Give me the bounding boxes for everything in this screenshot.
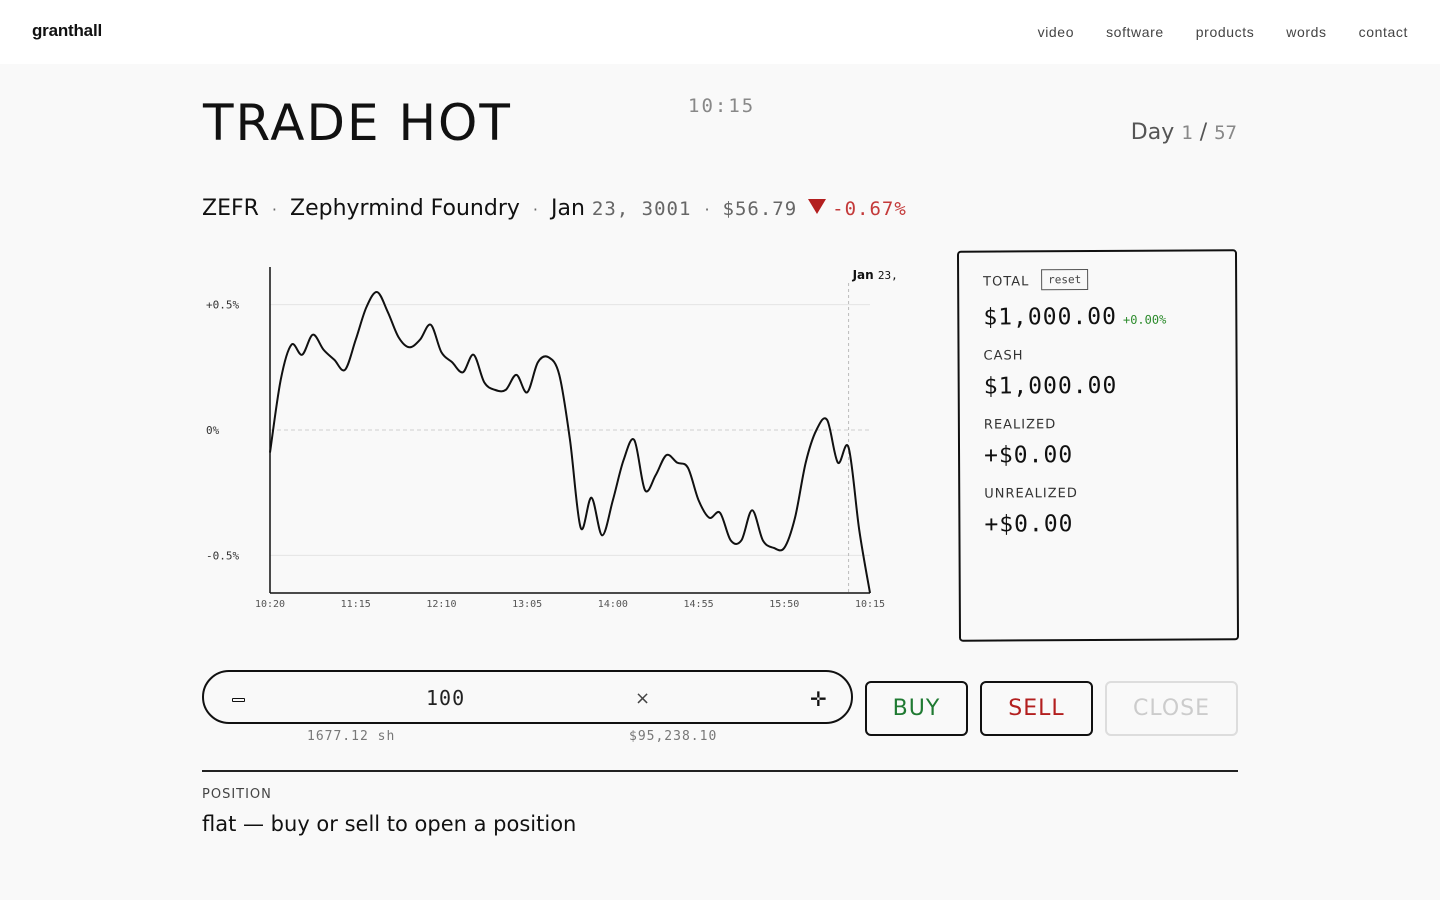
total-amount: $1,000.00 — [983, 303, 1118, 331]
ticker-separator: · — [704, 200, 710, 219]
game-title: TRADE HOT — [203, 94, 512, 152]
realized-value: +$0.00 — [983, 442, 1074, 469]
day-separator: / — [1199, 120, 1208, 145]
y-tick-label: 0% — [206, 424, 220, 437]
buy-button[interactable]: BUY — [865, 681, 968, 736]
game-clock: 10:15 — [688, 95, 756, 117]
ticker-change: -0.67% — [832, 198, 907, 220]
x-tick-label: 14:55 — [684, 599, 714, 610]
x-tick-label: 15:50 — [769, 599, 799, 610]
top-nav: video software products words contact — [1038, 24, 1408, 40]
ticker-separator: · — [271, 200, 278, 219]
x-tick-label: 11:15 — [341, 599, 371, 610]
total-label: TOTAL — [983, 274, 1030, 290]
shares-readout: 1677.12 sh — [307, 729, 396, 744]
x-tick-label: 12:10 — [426, 599, 456, 610]
cash-label: CASH — [983, 348, 1024, 364]
position-label: POSITION — [202, 787, 272, 802]
nav-software[interactable]: software — [1106, 24, 1164, 40]
position-status: flat — buy or sell to open a position — [202, 812, 577, 836]
down-triangle-icon — [808, 199, 827, 214]
unrealized-value: +$0.00 — [984, 511, 1074, 538]
multiply-icon: × — [635, 688, 651, 709]
divider — [202, 770, 1238, 772]
brand-logo[interactable]: granthall — [32, 21, 102, 40]
day-current: 1 — [1181, 122, 1193, 144]
nav-products[interactable]: products — [1195, 24, 1255, 40]
unrealized-label: UNREALIZED — [984, 486, 1078, 502]
x-tick-label: 10:15 — [855, 599, 885, 610]
decrement-button[interactable] — [232, 698, 245, 702]
x-tick-label: 10:20 — [255, 599, 285, 610]
cash-value: $1,000.00 — [983, 372, 1118, 400]
ticker-separator: · — [532, 200, 538, 219]
company-name: Zephyrmind Foundry — [290, 196, 520, 221]
total-percent: +0.00% — [1122, 312, 1167, 327]
nav-video[interactable]: video — [1037, 24, 1075, 40]
increment-button[interactable]: ✛ — [810, 687, 827, 711]
date-month: Jan — [551, 196, 585, 221]
portfolio-panel: TOTAL reset $1,000.00 +0.00% CASH $1,000.… — [956, 249, 1240, 642]
quantity-stepper: 100 × ✛ — [202, 670, 853, 724]
x-tick-label: 14:00 — [598, 599, 628, 610]
ticker-price: $56.79 — [722, 198, 798, 220]
cost-readout: $95,238.10 — [629, 729, 718, 744]
top-bar: granthall video software products words … — [0, 0, 1440, 64]
price-line — [269, 291, 871, 594]
day-total: 57 — [1214, 122, 1237, 144]
nav-words[interactable]: words — [1286, 24, 1327, 40]
ticker-symbol: ZEFR — [202, 196, 259, 221]
close-button[interactable]: CLOSE — [1105, 681, 1238, 736]
total-value: $1,000.00 +0.00% — [983, 304, 1166, 331]
price-chart: +0.5% 0% -0.5% 10:20 11:15 12:10 13:05 14:00 14:… — [206, 267, 905, 610]
sell-button[interactable]: SELL — [980, 681, 1093, 736]
nav-contact[interactable]: contact — [1358, 24, 1408, 40]
y-tick-label: +0.5% — [206, 299, 239, 312]
day-counter: Day 1 / 57 — [1131, 120, 1237, 145]
marker-date-label: Jan 23, 3001 — [852, 268, 905, 282]
quantity-value[interactable]: 100 — [426, 686, 466, 710]
y-tick-label: -0.5% — [206, 549, 239, 562]
day-label: Day — [1130, 120, 1175, 145]
reset-button[interactable]: reset — [1041, 269, 1089, 291]
date-day-year: 23, 3001 — [591, 198, 692, 220]
ticker-line: ZEFR · Zephyrmind Foundry · Jan 23, 3001… — [202, 196, 907, 221]
realized-label: REALIZED — [983, 417, 1057, 433]
x-tick-label: 13:05 — [512, 599, 542, 610]
